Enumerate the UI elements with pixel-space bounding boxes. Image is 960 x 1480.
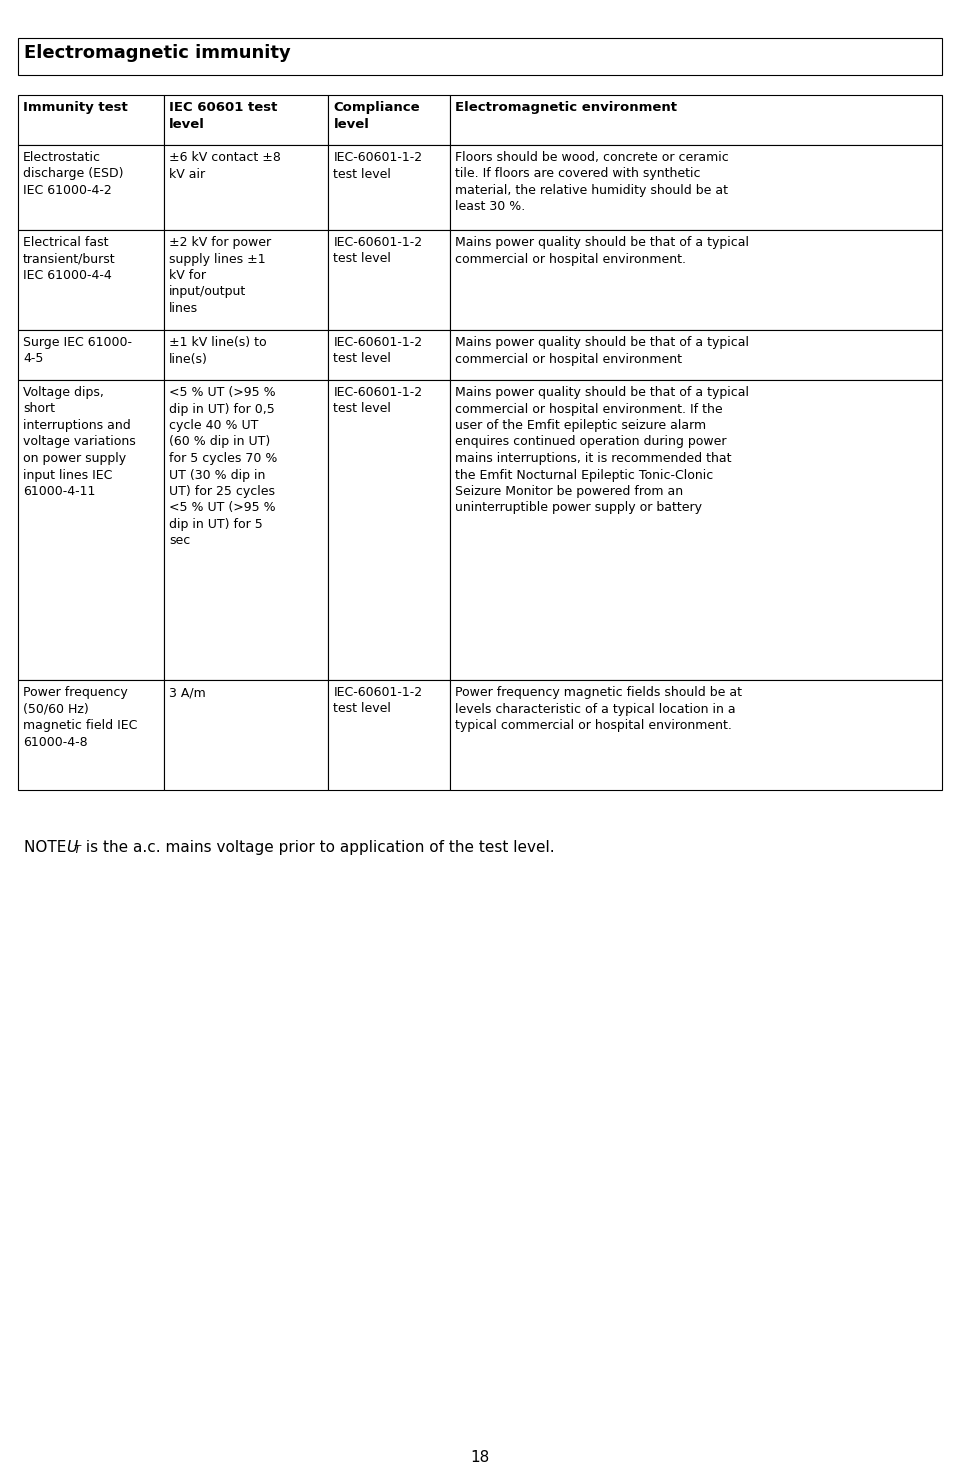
Text: Immunity test: Immunity test: [23, 101, 128, 114]
Text: Mains power quality should be that of a typical
commercial or hospital environme: Mains power quality should be that of a …: [455, 386, 750, 515]
Bar: [328, 679, 450, 790]
Bar: [328, 330, 450, 380]
Bar: [18, 330, 164, 380]
Text: IEC-60601-1-2
test level: IEC-60601-1-2 test level: [333, 235, 422, 265]
Text: Electromagnetic immunity: Electromagnetic immunity: [24, 44, 291, 62]
Text: Power frequency
(50/60 Hz)
magnetic field IEC
61000-4-8: Power frequency (50/60 Hz) magnetic fiel…: [23, 687, 137, 749]
Bar: [18, 145, 164, 229]
Text: ±2 kV for power
supply lines ±1
kV for
input/output
lines: ±2 kV for power supply lines ±1 kV for i…: [169, 235, 271, 315]
Bar: [18, 229, 164, 330]
Text: Compliance
level: Compliance level: [333, 101, 420, 130]
Text: <5 % UT (>95 %
dip in UT) for 0,5
cycle 40 % UT
(60 % dip in UT)
for 5 cycles 70: <5 % UT (>95 % dip in UT) for 0,5 cycle …: [169, 386, 277, 548]
Bar: [328, 145, 450, 229]
Text: IEC-60601-1-2
test level: IEC-60601-1-2 test level: [333, 151, 422, 181]
Bar: [164, 679, 328, 790]
Text: 18: 18: [470, 1450, 490, 1465]
Text: NOTE: NOTE: [24, 841, 71, 855]
Text: Electromagnetic environment: Electromagnetic environment: [455, 101, 678, 114]
Bar: [18, 679, 164, 790]
Text: Mains power quality should be that of a typical
commercial or hospital environme: Mains power quality should be that of a …: [455, 336, 750, 366]
Text: U: U: [66, 841, 77, 855]
Text: IEC 60601 test
level: IEC 60601 test level: [169, 101, 277, 130]
Text: Floors should be wood, concrete or ceramic
tile. If floors are covered with synt: Floors should be wood, concrete or ceram…: [455, 151, 730, 213]
Bar: [450, 679, 942, 790]
Bar: [164, 145, 328, 229]
Bar: [164, 330, 328, 380]
Text: Surge IEC 61000-
4-5: Surge IEC 61000- 4-5: [23, 336, 132, 366]
Bar: [164, 229, 328, 330]
Text: is the a.c. mains voltage prior to application of the test level.: is the a.c. mains voltage prior to appli…: [81, 841, 555, 855]
Text: Electrical fast
transient/burst
IEC 61000-4-4: Electrical fast transient/burst IEC 6100…: [23, 235, 115, 283]
Text: Electrostatic
discharge (ESD)
IEC 61000-4-2: Electrostatic discharge (ESD) IEC 61000-…: [23, 151, 124, 197]
Bar: [450, 95, 942, 145]
Bar: [450, 145, 942, 229]
Text: Voltage dips,
short
interruptions and
voltage variations
on power supply
input l: Voltage dips, short interruptions and vo…: [23, 386, 135, 497]
Text: IEC-60601-1-2
test level: IEC-60601-1-2 test level: [333, 386, 422, 416]
Bar: [328, 95, 450, 145]
Bar: [18, 38, 942, 75]
Bar: [328, 380, 450, 679]
Bar: [164, 380, 328, 679]
Bar: [164, 95, 328, 145]
Text: IEC-60601-1-2
test level: IEC-60601-1-2 test level: [333, 336, 422, 366]
Text: T: T: [74, 845, 81, 855]
Text: Mains power quality should be that of a typical
commercial or hospital environme: Mains power quality should be that of a …: [455, 235, 750, 265]
Bar: [450, 330, 942, 380]
Text: ±6 kV contact ±8
kV air: ±6 kV contact ±8 kV air: [169, 151, 281, 181]
Text: Power frequency magnetic fields should be at
levels characteristic of a typical : Power frequency magnetic fields should b…: [455, 687, 742, 733]
Text: 3 A/m: 3 A/m: [169, 687, 205, 699]
Text: ±1 kV line(s) to
line(s): ±1 kV line(s) to line(s): [169, 336, 267, 366]
Text: IEC-60601-1-2
test level: IEC-60601-1-2 test level: [333, 687, 422, 715]
Bar: [18, 95, 164, 145]
Bar: [328, 229, 450, 330]
Bar: [18, 380, 164, 679]
Bar: [450, 380, 942, 679]
Bar: [450, 229, 942, 330]
